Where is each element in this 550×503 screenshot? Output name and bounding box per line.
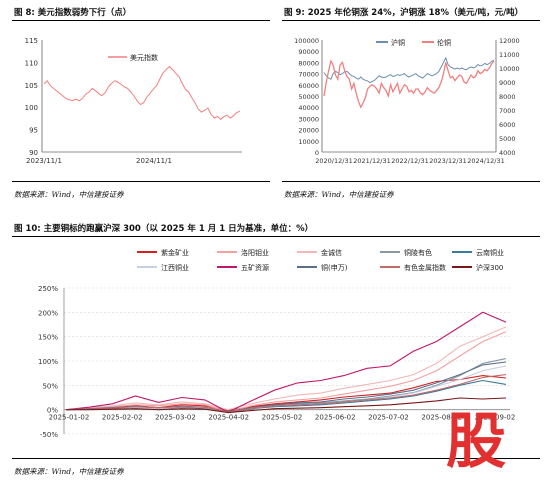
watermark-logo: 股	[446, 407, 506, 477]
fig9-right-tick-label: 7000	[499, 107, 516, 115]
fig9-right-tick-label: 10000	[499, 65, 520, 73]
fig10-series-line	[65, 331, 507, 413]
fig10-source: 数据来源：Wind，中信建投证券	[14, 467, 124, 476]
fig8-caption: 图 8: 美元指数弱势下行（点）	[14, 8, 132, 18]
fig10-x-tick-label: 2025-08-02	[421, 414, 462, 422]
fig9-series-line	[323, 56, 495, 84]
fig10-y-tick-label: 150%	[38, 334, 58, 342]
fig9-left-tick-label: 70000	[298, 71, 319, 79]
fig10-series-line	[66, 397, 507, 414]
fig9-x-tick-label: 2023/12/31	[429, 157, 466, 165]
fig8-y-tick-label: 115	[25, 37, 38, 45]
fig10-legend-label: 铜陵有色	[404, 248, 432, 257]
fig10-x-tick-label: 2025-01-02	[49, 414, 90, 422]
fig9-left-tick-label: 80000	[298, 59, 319, 67]
fig9-bottom-rule	[282, 181, 540, 182]
fig10-legend-label: 金诚信	[321, 248, 342, 257]
fig10-x-tick-label: 2025-04-02	[208, 414, 249, 422]
fig10-x-tick-label: 2025-07-02	[368, 414, 409, 422]
fig10-chart: -50% 0% 50% 100% 150% 200% 250% 2025-01-02 2025-…	[38, 248, 516, 439]
fig9-right-tick-label: 6000	[499, 121, 516, 129]
fig8-x-tick-label: 2023/11/1	[26, 157, 62, 165]
fig9-chart: 0 10000 20000 30000 40000 50000 60000 70000 8000…	[294, 37, 520, 165]
fig9-left-tick-label: 60000	[298, 82, 319, 90]
fig10-series-line	[65, 311, 507, 413]
fig9-right-tick-label: 4000	[499, 149, 516, 157]
fig10-y-tick-label: 250%	[38, 285, 58, 293]
fig9-left-tick-label: 40000	[298, 104, 319, 112]
fig9-x-tick-label: 2022/12/31	[391, 157, 428, 165]
fig10-legend-label: 铜(申万)	[321, 263, 348, 272]
fig10-x-tick-label: 2025-06-02	[315, 414, 356, 422]
fig9-left-tick-label: 100000	[294, 37, 319, 45]
fig8-series-line	[43, 65, 241, 120]
fig8-chart: 90 95 100 105 110 115 2023/11/1 2024/11/1 美元指数	[25, 37, 242, 165]
fig9-top-rule	[282, 20, 540, 21]
fig9-left-tick-label: 0	[315, 149, 319, 157]
fig10-legend-label: 云南铜业	[476, 248, 504, 257]
fig8-legend-label: 美元指数	[130, 53, 158, 62]
fig9-right-tick-label: 12000	[499, 37, 520, 45]
fig8-x-tick-label: 2024/11/1	[136, 157, 172, 165]
fig9-right-tick-label: 5000	[499, 135, 516, 143]
fig9-left-tick-label: 20000	[298, 127, 319, 135]
fig9-left-tick-label: 90000	[298, 48, 319, 56]
fig10-legend-label: 紫金矿业	[161, 248, 189, 257]
fig9-right-tick-label: 11000	[499, 51, 520, 59]
fig10-top-rule	[12, 236, 540, 237]
fig10-bottom-rule	[12, 458, 540, 459]
fig8-top-rule	[12, 20, 270, 21]
fig10-legend-label: 江西铜业	[161, 263, 189, 272]
fig9-caption: 图 9: 2025 年伦铜涨 24%，沪铜涨 18%（美元/吨，元/吨）	[284, 8, 524, 18]
fig9-right-tick-label: 9000	[499, 79, 516, 87]
fig10-caption: 图 10: 主要铜标的跑赢沪深 300（以 2025 年 1 月 1 日为基准，…	[14, 224, 314, 234]
fig10-x-tick-label: 2025-02-02	[102, 414, 143, 422]
fig9-series-line	[323, 59, 495, 109]
fig9-left-tick-label: 10000	[298, 138, 319, 146]
fig10-x-tick-label: 2025-09-02	[475, 414, 516, 422]
fig10-y-tick-label: 0%	[47, 407, 58, 415]
fig8-y-tick-label: 95	[29, 127, 38, 135]
fig8-y-tick-label: 100	[25, 104, 38, 112]
fig9-x-tick-label: 2020/12/31	[315, 157, 352, 165]
fig8-y-tick-label: 90	[29, 149, 38, 157]
fig10-series-line	[65, 326, 507, 411]
fig10-y-tick-label: 100%	[38, 358, 58, 366]
fig8-bottom-rule	[12, 181, 270, 182]
fig10-y-tick-label: 200%	[38, 309, 58, 317]
fig9-left-tick-label: 30000	[298, 115, 319, 123]
fig9-right-tick-label: 8000	[499, 93, 516, 101]
fig10-x-tick-label: 2025-03-02	[155, 414, 196, 422]
fig9-x-tick-label: 2024/12/31	[467, 157, 504, 165]
fig8-y-tick-label: 110	[25, 59, 38, 67]
fig9-legend-label: 伦铜	[437, 38, 451, 47]
fig10-legend-label: 有色金属指数	[404, 263, 446, 272]
fig8-source: 数据来源：Wind，中信建投证券	[14, 190, 124, 199]
fig9-source: 数据来源：Wind，中信建投证券	[284, 190, 394, 199]
fig10-series-line	[65, 374, 507, 413]
fig9-x-tick-label: 2021/12/31	[353, 157, 390, 165]
fig10-legend-label: 五矿资源	[241, 263, 269, 272]
fig9-legend-label: 沪铜	[391, 38, 405, 47]
fig10-legend-label: 洛阳钼业	[241, 248, 269, 257]
fig8-y-tick-label: 105	[25, 82, 38, 90]
fig10-y-tick-label: -50%	[40, 431, 58, 439]
fig9-left-tick-label: 50000	[298, 93, 319, 101]
fig10-y-tick-label: 50%	[42, 382, 58, 390]
fig10-legend-label: 沪深300	[476, 263, 503, 272]
fig10-x-tick-label: 2025-05-02	[262, 414, 303, 422]
